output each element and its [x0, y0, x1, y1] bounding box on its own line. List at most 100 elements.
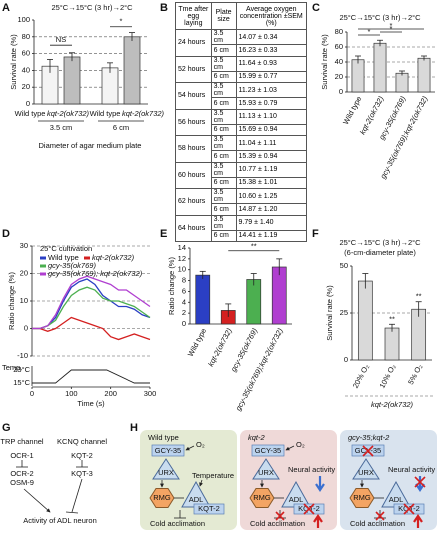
x-tick-label: 5% O₂	[406, 363, 424, 386]
panel-label: C	[312, 2, 320, 14]
h-label: KQT-2	[198, 504, 220, 513]
y-tick-label: 20	[20, 268, 28, 277]
h-label: RMG	[353, 493, 371, 502]
h-label: GCY-35	[155, 446, 181, 455]
cell: 3.5 cm	[210, 214, 237, 231]
cell: 9.79 ± 1.40	[235, 214, 308, 231]
cell: 3.5 cm	[210, 161, 237, 178]
header-cell: Average oxygen concentration ±SEM (%)	[235, 2, 308, 30]
h-label: Cold acclimation	[150, 519, 205, 528]
h-label: URX	[258, 468, 274, 477]
h-title: Wild type	[148, 433, 179, 442]
cell: 11.04 ± 1.11	[235, 135, 308, 151]
bar	[271, 266, 287, 325]
panel-label: A	[2, 2, 10, 14]
g-label: TRP channel	[0, 437, 44, 446]
series-line	[32, 316, 151, 341]
cell: 6 cm	[210, 44, 237, 57]
y-tick-label: 60	[335, 42, 343, 51]
g-label: KQT-2	[71, 451, 93, 460]
bar	[246, 279, 262, 325]
time-cell: 58 hours	[175, 135, 212, 163]
cell: 11.13 ± 1.10	[235, 108, 308, 125]
y-axis-label: Survival rate (%)	[9, 34, 18, 90]
gcy-box	[251, 444, 285, 457]
y-tick-label: 4	[182, 297, 186, 306]
inhibit-line	[71, 478, 83, 513]
h-label: URX	[358, 468, 374, 477]
y-axis-label: Survival rate (%)	[320, 34, 329, 90]
series-line	[32, 275, 151, 330]
bar	[101, 67, 119, 105]
bar	[384, 327, 400, 361]
g-label: OCR-1	[10, 451, 33, 460]
x-tick-label: Wild type	[186, 327, 208, 358]
bar	[195, 274, 211, 325]
h-label: Neural activity	[388, 465, 435, 474]
bar	[373, 42, 387, 93]
y-tick-label: 30	[20, 241, 28, 250]
x-tick-label: 300	[144, 389, 157, 398]
time-cell: 62 hours	[175, 188, 212, 216]
significance: *	[120, 17, 123, 26]
significance: *	[390, 21, 393, 30]
bar	[417, 57, 431, 93]
chart-title: 25°C→15°C (3 hr)→2°C	[339, 13, 421, 22]
cell: 3.5 cm	[210, 29, 237, 45]
series-line	[32, 278, 151, 330]
y-tick-label: 0	[339, 87, 343, 96]
panel-label: F	[312, 228, 319, 240]
row: 60 hours 3.5 cm 10.77 ± 1.19	[175, 161, 308, 189]
y-tick-label: 80	[335, 27, 343, 36]
cell: 15.69 ± 0.94	[235, 123, 308, 136]
chart-title: 25°C→15°C (3 hr)→2°C	[51, 3, 133, 12]
legend-label: kqt-2(ok732)	[92, 253, 135, 262]
y-axis-label: Ratio change (%)	[7, 272, 16, 330]
cell: 11.64 ± 0.93	[235, 55, 308, 72]
bar	[357, 280, 373, 361]
up-arrow	[313, 514, 323, 528]
header-row: Tme after egg laying Plate size Average ox…	[175, 2, 308, 30]
kqt-box	[193, 503, 225, 515]
x-tick-label: Wild type	[341, 95, 363, 126]
y-tick-label: 40	[335, 57, 343, 66]
cell: 15.93 ± 0.79	[235, 97, 308, 110]
h-label: ADL	[289, 495, 304, 504]
y-tick-label: 0	[182, 319, 186, 328]
row: 56 hours 3.5 cm 11.13 ± 1.10	[175, 108, 308, 136]
bar	[395, 72, 409, 93]
legend-label: Wild type	[48, 253, 79, 262]
x-tick-label: 0	[30, 389, 34, 398]
arrow	[185, 445, 195, 451]
header-cell: Tme after egg laying	[175, 2, 212, 30]
header-cell: Plate size	[210, 2, 237, 30]
time-cell: 54 hours	[175, 82, 212, 110]
g-label: Activity of ADL neuron	[23, 516, 97, 525]
y-tick-label: 0	[24, 323, 28, 332]
y-tick-label: 20	[22, 82, 30, 91]
x-tick-label: 10% O₂	[377, 363, 397, 390]
y-tick-label: 12	[178, 254, 186, 263]
knockout-x	[403, 503, 415, 515]
x-tick-label: Wild type	[90, 109, 121, 118]
cell: 14.07 ± 0.34	[235, 29, 308, 45]
x-axis-label: Time (s)	[77, 399, 105, 408]
y-tick-label: 0	[344, 355, 348, 364]
row: 6 cm 16.23 ± 0.33	[176, 44, 308, 57]
row: 64 hours 3.5 cm 9.79 ± 1.40	[175, 214, 308, 242]
x-axis-label: Diameter of agar medium plate	[39, 141, 142, 150]
h-label: GCY-35	[255, 446, 281, 455]
h-label: Cold acclimation	[350, 519, 405, 528]
panel-label: B	[160, 2, 168, 14]
time-cell: 52 hours	[175, 55, 212, 83]
y-tick-label: 0	[26, 99, 30, 108]
arrow	[285, 445, 295, 451]
cell: 14.87 ± 1.20	[235, 203, 308, 216]
chart-title: 25°C→15°C (3 hr)→2°C	[339, 238, 421, 247]
cell: 3.5 cm	[210, 188, 237, 204]
knockout-x	[375, 511, 385, 521]
arrow	[23, 488, 51, 513]
x-axis-label: kqt-2(ok732)	[371, 400, 414, 409]
urx-neuron	[252, 458, 280, 480]
